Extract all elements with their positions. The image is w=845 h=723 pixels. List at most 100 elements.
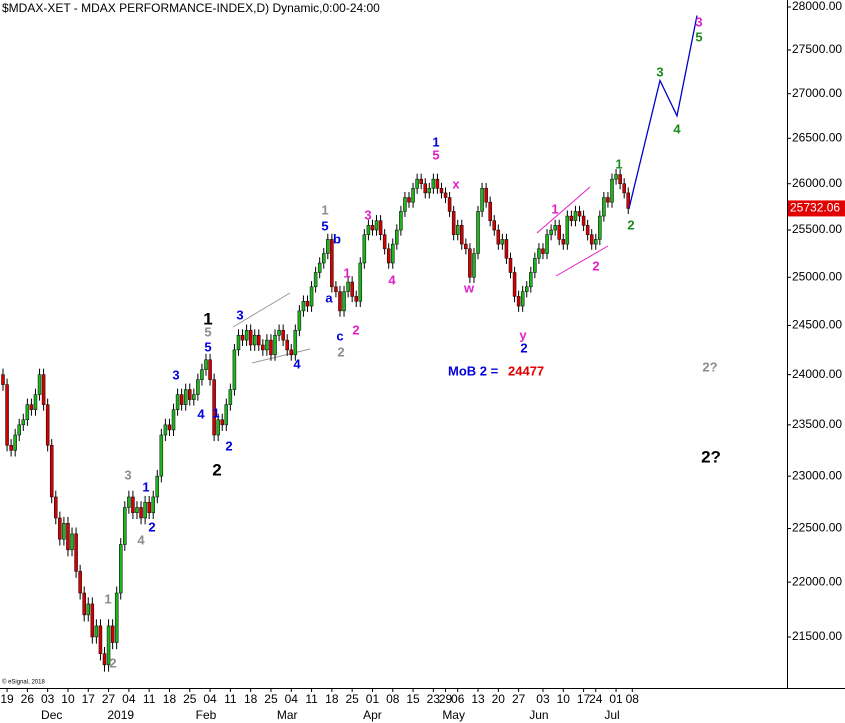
wave-label: 2?: [701, 447, 721, 466]
candle-body: [224, 404, 229, 426]
marks: [1, 169, 630, 672]
wave-label: 2?: [702, 359, 717, 374]
candle-body: [508, 258, 513, 273]
x-tick-label: 27: [512, 692, 526, 706]
wave-label: 1: [142, 479, 149, 494]
candle-body: [261, 344, 265, 351]
candle-body: [362, 234, 367, 264]
candle-body: [17, 424, 21, 436]
y-tick-label: 22000.00: [792, 574, 842, 588]
mob-value: 24477: [508, 363, 544, 378]
candle-body: [228, 389, 233, 405]
wave-label: 1: [321, 202, 328, 217]
candle-body: [557, 225, 561, 240]
candle-body: [212, 379, 216, 436]
candle-body: [488, 201, 492, 221]
x-tick-label: 03: [536, 692, 550, 706]
candle-body: [216, 419, 220, 436]
candle-body: [127, 496, 131, 508]
candle-body: [447, 197, 452, 212]
candle-body: [114, 592, 119, 643]
candle-body: [167, 424, 172, 431]
trend-line: [251, 348, 311, 364]
candle-body: [403, 197, 407, 212]
candle-body: [358, 262, 363, 302]
x-tick-label: 29: [439, 692, 453, 706]
candle-body: [435, 178, 440, 189]
candle-body: [13, 434, 17, 451]
wave-label: 2: [148, 519, 155, 534]
x-tick-label: 17: [577, 692, 591, 706]
candle-body: [285, 339, 289, 351]
trend-line: [232, 292, 291, 328]
x-tick-label: 25: [183, 692, 197, 706]
candle-body: [240, 334, 245, 341]
candle-body: [569, 215, 574, 221]
wave-label: 1: [615, 156, 622, 171]
candle-body: [541, 248, 545, 254]
x-tick-label: 04: [122, 692, 136, 706]
wave-label: 3: [236, 307, 243, 322]
candle-body: [468, 248, 472, 278]
candle-body: [415, 178, 419, 189]
candle-body: [386, 248, 391, 264]
candle-body: [516, 296, 521, 307]
candle-body: [374, 220, 379, 231]
y-tick-label: 23500.00: [792, 417, 842, 431]
wave-label: y: [519, 327, 527, 342]
candle-body: [200, 369, 204, 380]
x-tick-label: 04: [285, 692, 299, 706]
candle-body: [326, 239, 330, 254]
candle-body: [248, 330, 253, 346]
candle-body: [411, 188, 415, 203]
candle-body: [82, 592, 86, 616]
candle-body: [496, 229, 501, 245]
candle-body: [537, 248, 541, 259]
candle-body: [273, 334, 277, 356]
candle-body: [102, 653, 107, 666]
candle-body: [614, 174, 618, 180]
x-tick-label: 20: [492, 692, 506, 706]
candle-body: [98, 625, 103, 654]
wave-label: 1: [551, 201, 558, 216]
candle-body: [476, 211, 480, 254]
candle-body: [610, 178, 614, 203]
candle-body: [464, 243, 468, 250]
x-tick-label: 25: [264, 692, 278, 706]
candle-body: [94, 625, 99, 638]
x-tick-label: 17: [82, 692, 96, 706]
candle-body: [500, 239, 505, 245]
candle-body: [565, 215, 570, 245]
y-tick-label: 27000.00: [792, 86, 842, 100]
candle-body: [236, 334, 241, 351]
last-price-label: 25732.06: [790, 201, 840, 215]
candle-body: [147, 501, 151, 513]
y-tick-label: 25500.00: [792, 222, 842, 236]
candle-body: [58, 517, 62, 540]
candle-body: [460, 225, 464, 245]
candle-body: [21, 419, 26, 426]
candle-body: [208, 359, 212, 380]
x-tick-label: 08: [626, 692, 640, 706]
candle-body: [78, 571, 82, 594]
candle-body: [277, 330, 281, 336]
candle-body: [524, 286, 529, 292]
candle-body: [159, 434, 164, 477]
wave-label: x: [452, 176, 460, 191]
candle-body: [553, 225, 557, 231]
candle-body: [54, 496, 58, 519]
candle-body: [123, 507, 127, 545]
wave-label: 5: [204, 324, 211, 339]
candle-body: [257, 334, 261, 346]
y-tick-label: 26000.00: [792, 176, 842, 190]
x-tick-label: 10: [557, 692, 571, 706]
candle-body: [188, 389, 192, 400]
x-tick-label: 04: [203, 692, 217, 706]
candle-body: [581, 215, 586, 226]
candle-body: [1, 374, 5, 385]
candle-body: [472, 253, 476, 278]
candle-body: [265, 339, 269, 351]
x-tick-label: 18: [244, 692, 258, 706]
wave-label: 4: [137, 532, 145, 547]
candle-body: [561, 239, 566, 245]
